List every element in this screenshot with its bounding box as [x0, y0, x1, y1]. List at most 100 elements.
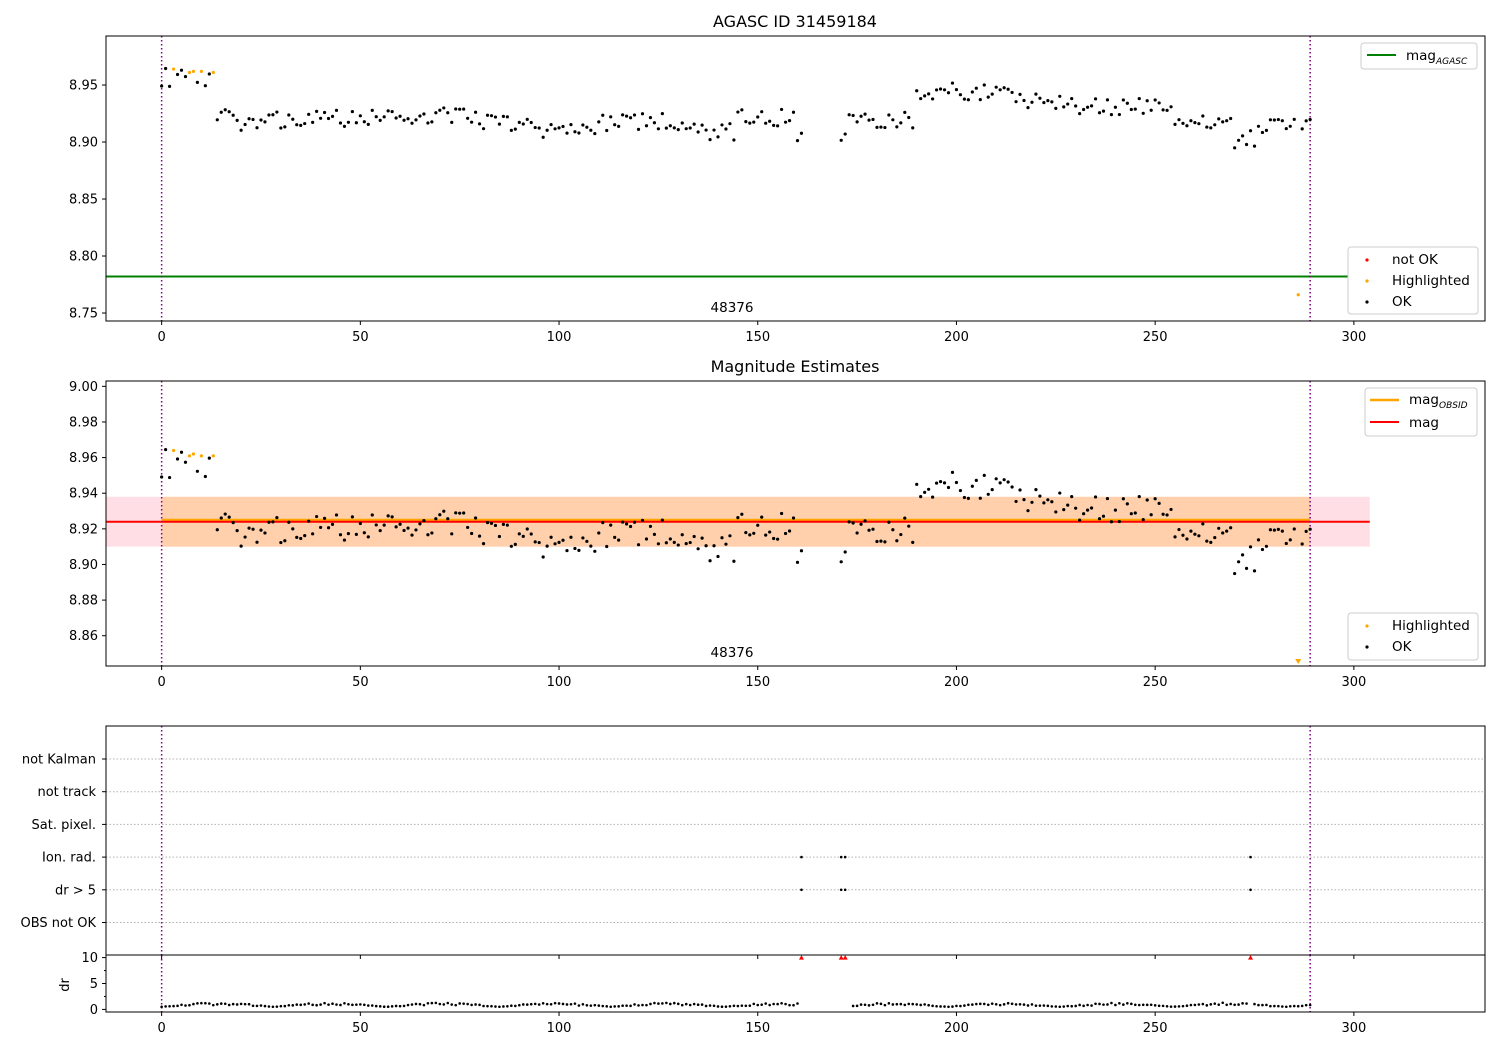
dr-point: [1189, 1003, 1193, 1007]
ok-point: [287, 113, 291, 117]
ok-point: [279, 540, 283, 545]
dr-point: [978, 1002, 982, 1006]
legend-mag-agasc: magAGASC: [1406, 48, 1468, 67]
ok-point: [477, 122, 482, 126]
ok-point: [466, 116, 470, 120]
y-tick-label: 8.85: [69, 193, 98, 208]
dr-point: [672, 1001, 676, 1005]
ok-point: [839, 138, 843, 142]
ok-point: [1233, 146, 1237, 150]
ok-point: [1018, 92, 1022, 96]
panel1-legend-lines: magAGASC: [1360, 42, 1478, 70]
ok-point: [887, 520, 891, 524]
ok-point: [183, 74, 188, 79]
ok-point: [875, 539, 879, 544]
ok-point: [772, 123, 776, 127]
ok-point: [207, 72, 211, 76]
dr-point: [1094, 1002, 1097, 1006]
dr-point: [1018, 1002, 1022, 1006]
ok-point: [871, 527, 875, 531]
ok-point: [1276, 117, 1280, 122]
ok-point: [334, 513, 339, 517]
ok-point: [883, 125, 887, 130]
ok-point: [938, 480, 943, 484]
ok-point: [859, 114, 863, 118]
ok-point: [473, 110, 478, 114]
ok-point: [1288, 124, 1292, 128]
dr-point: [390, 1005, 394, 1008]
dr-point: [239, 1002, 243, 1006]
ok-point: [1113, 508, 1118, 512]
ok-point: [279, 126, 283, 130]
ok-point: [330, 522, 335, 526]
dr-point: [959, 1004, 962, 1008]
ok-point: [1304, 119, 1308, 123]
ok-point: [1117, 519, 1121, 524]
ok-point: [386, 109, 390, 113]
ok-point: [454, 511, 458, 515]
dr-point: [510, 1004, 513, 1007]
dr-point: [1133, 1003, 1137, 1007]
ok-point: [716, 554, 720, 559]
ok-point: [724, 127, 728, 131]
ok-point: [1237, 138, 1241, 142]
ok-point: [1280, 529, 1284, 533]
dr-point: [263, 1004, 267, 1008]
ok-point: [239, 544, 243, 548]
dr-point: [621, 1004, 624, 1008]
ok-point: [966, 98, 970, 102]
ok-point: [787, 118, 792, 123]
ok-point: [561, 124, 565, 129]
ok-point: [291, 117, 295, 121]
dr-point: [255, 1004, 259, 1008]
dr-point: [982, 1002, 986, 1006]
ok-point: [422, 519, 426, 523]
flag-point: [1249, 855, 1252, 859]
ok-point: [354, 121, 358, 125]
dr-point: [462, 1002, 465, 1005]
ok-point: [521, 122, 525, 126]
dr-point: [521, 1003, 525, 1006]
panel2-frame: [105, 380, 1486, 667]
ok-point: [644, 124, 649, 128]
dr-point: [720, 1005, 724, 1009]
dr-panel: 0 50 100 150 200 250 300 0 5 10 dr: [58, 951, 1486, 1036]
flag-category-label: not track: [37, 785, 96, 800]
highlighted-point: [199, 454, 203, 458]
ok-point: [1050, 500, 1054, 504]
dr-point: [1288, 1004, 1292, 1008]
ok-point: [1256, 124, 1261, 128]
flag-point: [843, 888, 847, 892]
ok-point: [648, 524, 653, 528]
ok-point: [764, 533, 768, 537]
ok-point: [843, 132, 847, 136]
ok-point: [287, 520, 291, 524]
ok-point: [891, 118, 895, 122]
dr-point: [529, 1002, 533, 1006]
dr-point: [1304, 1003, 1308, 1007]
legend2-highlighted: Highlighted: [1392, 618, 1470, 634]
dr-point: [1300, 1004, 1304, 1008]
dr-point: [1010, 1002, 1014, 1006]
ok-point: [692, 122, 696, 126]
ok-point: [1117, 112, 1121, 117]
ok-point: [613, 123, 617, 127]
dr-point: [637, 1004, 640, 1007]
dr-point: [927, 1003, 930, 1007]
ok-point: [664, 126, 668, 130]
x-tick-label: 50: [352, 675, 369, 690]
ok-point: [481, 127, 486, 131]
ok-point: [720, 123, 724, 127]
dr-point: [398, 1004, 402, 1008]
flag-point: [800, 888, 803, 892]
dr-point: [1277, 1004, 1280, 1008]
ok-point: [307, 519, 311, 523]
dr-point: [303, 1003, 307, 1006]
dr-point: [768, 1003, 771, 1007]
ok-point: [311, 532, 315, 536]
ok-point: [915, 482, 919, 486]
ok-point: [1105, 98, 1110, 102]
ok-point: [978, 98, 982, 102]
dr-point: [1181, 1004, 1185, 1008]
ok-point: [1046, 498, 1050, 502]
